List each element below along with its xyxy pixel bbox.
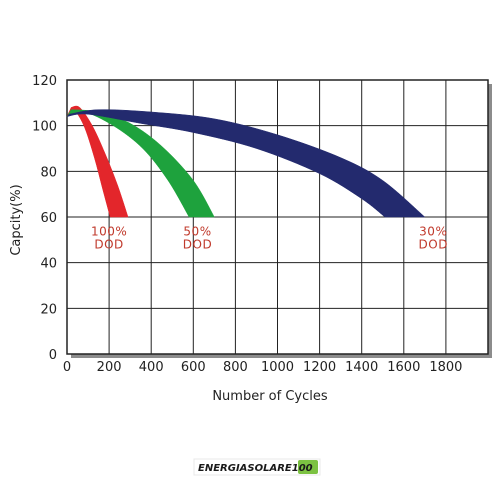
y-tick-label: 80: [40, 165, 57, 180]
x-tick-label: 400: [139, 360, 164, 375]
y-axis-label: Capcity(%): [9, 184, 24, 255]
x-tick-label: 200: [97, 360, 122, 375]
band-label-line2: DOD: [419, 237, 448, 251]
x-tick-label: 1800: [429, 360, 462, 375]
x-tick-label: 1000: [261, 360, 294, 375]
logo-text: ENERGIASOLARE100: [198, 463, 313, 474]
y-tick-label: 40: [40, 257, 57, 272]
x-tick-label: 1400: [345, 360, 378, 375]
logo-backing: [193, 458, 321, 476]
logo: ENERGIASOLARE100: [193, 458, 321, 476]
band-label-line1: 50%: [183, 224, 211, 238]
band-label-line1: 100%: [91, 224, 127, 238]
x-tick-label: 800: [223, 360, 248, 375]
y-tick-label: 100: [32, 120, 57, 135]
band-3: [66, 109, 426, 218]
logo-badge: [298, 460, 318, 474]
y-tick-label: 0: [49, 348, 57, 363]
band-label-line2: DOD: [183, 237, 212, 251]
x-axis-label: Number of Cycles: [212, 389, 328, 404]
bands: [66, 105, 426, 218]
x-tick-label: 0: [63, 360, 71, 375]
x-tick-label: 1200: [303, 360, 336, 375]
x-tick-labels: 0 200 400 600 800 1000 1200 1400 1600 1800: [63, 360, 463, 375]
x-tick-label: 600: [181, 360, 206, 375]
x-tick-label: 1600: [387, 360, 420, 375]
y-tick-labels: 0 20 40 60 80 100 120: [32, 74, 57, 363]
band-1: [66, 105, 129, 218]
band-label-line2: DOD: [94, 237, 123, 251]
y-tick-label: 20: [40, 302, 57, 317]
band-label-line1: 30%: [419, 224, 447, 238]
y-tick-label: 60: [40, 211, 57, 226]
y-tick-label: 120: [32, 74, 57, 89]
